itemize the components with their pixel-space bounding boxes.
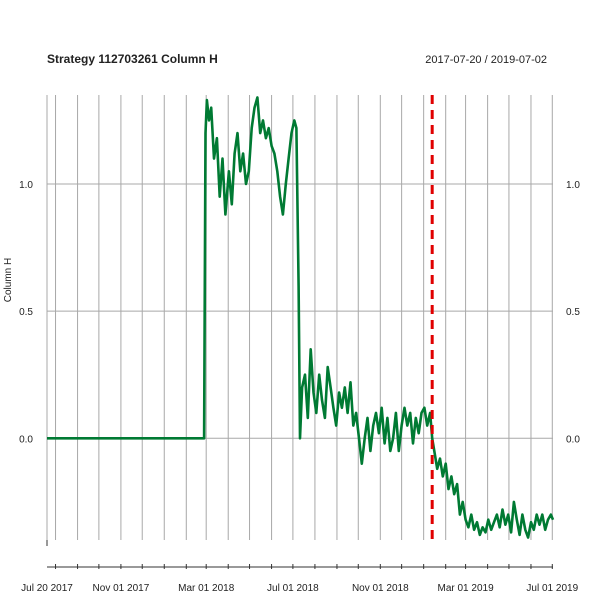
x-tick-label: Nov 01 2017: [93, 583, 150, 594]
x-tick-label: Nov 01 2018: [352, 583, 409, 594]
y-tick-labels-right: 0.0 0.5 1.0: [566, 180, 580, 445]
y-tick-label: 0.0: [566, 434, 580, 445]
x-tick-label: Mar 01 2018: [178, 583, 235, 594]
x-tick-label: Mar 01 2019: [438, 583, 495, 594]
x-axis: [46, 540, 553, 569]
x-tick-label: Jul 01 2018: [267, 583, 319, 594]
y-tick-label: 1.0: [19, 180, 33, 191]
y-tick-label: 0.5: [19, 307, 33, 318]
x-tick-labels: Jul 20 2017 Nov 01 2017 Mar 01 2018 Jul 01 …: [21, 583, 578, 594]
chart-title: Strategy 112703261 Column H: [47, 52, 218, 66]
y-axis-label: Column H: [3, 258, 14, 302]
y-tick-label: 0.0: [19, 434, 33, 445]
x-tick-label: Jul 20 2017: [21, 583, 73, 594]
series-line: [47, 96, 555, 539]
x-tick-label: Jul 01 2019: [526, 583, 578, 594]
vertical-gridlines: [46, 95, 553, 540]
y-tick-label: 1.0: [566, 180, 580, 191]
date-range: 2017-07-20 / 2019-07-02: [425, 54, 547, 66]
y-tick-labels-left: 0.0 0.5 1.0: [19, 180, 33, 445]
y-tick-label: 0.5: [566, 307, 580, 318]
